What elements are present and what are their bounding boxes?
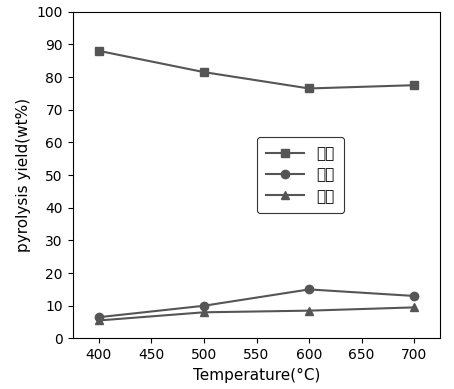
气体 (96, 318, 102, 323)
液体 (306, 287, 312, 292)
Line: 固体: 固体 (95, 47, 418, 93)
Legend: 固体, 液体, 气体: 固体, 液体, 气体 (257, 137, 344, 213)
气体 (201, 310, 207, 315)
Line: 液体: 液体 (95, 285, 418, 321)
固体 (306, 86, 312, 91)
固体 (411, 83, 417, 88)
X-axis label: Temperature(°C): Temperature(°C) (193, 368, 320, 383)
气体 (411, 305, 417, 310)
液体 (411, 294, 417, 298)
Line: 气体: 气体 (95, 303, 418, 325)
Y-axis label: pyrolysis yield(wt%): pyrolysis yield(wt%) (16, 98, 31, 252)
液体 (201, 303, 207, 308)
固体 (201, 70, 207, 74)
气体 (306, 308, 312, 313)
液体 (96, 315, 102, 319)
固体 (96, 49, 102, 53)
